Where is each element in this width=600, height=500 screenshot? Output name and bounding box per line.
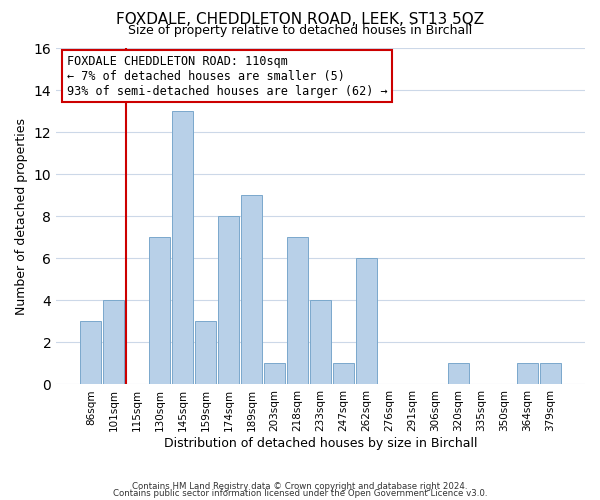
Bar [195, 322, 216, 384]
Text: Contains HM Land Registry data © Crown copyright and database right 2024.: Contains HM Land Registry data © Crown c… [132, 482, 468, 491]
Bar [264, 364, 285, 384]
Bar [80, 322, 101, 384]
Bar [103, 300, 124, 384]
Bar [218, 216, 239, 384]
Text: FOXDALE, CHEDDLETON ROAD, LEEK, ST13 5QZ: FOXDALE, CHEDDLETON ROAD, LEEK, ST13 5QZ [116, 12, 484, 28]
Bar [241, 195, 262, 384]
Bar [287, 238, 308, 384]
Bar [310, 300, 331, 384]
Bar [540, 364, 561, 384]
Text: Size of property relative to detached houses in Birchall: Size of property relative to detached ho… [128, 24, 472, 37]
Bar [448, 364, 469, 384]
Bar [172, 111, 193, 384]
Text: Contains public sector information licensed under the Open Government Licence v3: Contains public sector information licen… [113, 490, 487, 498]
Bar [356, 258, 377, 384]
Bar [333, 364, 354, 384]
Bar [517, 364, 538, 384]
X-axis label: Distribution of detached houses by size in Birchall: Distribution of detached houses by size … [164, 437, 478, 450]
Bar [149, 238, 170, 384]
Text: FOXDALE CHEDDLETON ROAD: 110sqm
← 7% of detached houses are smaller (5)
93% of s: FOXDALE CHEDDLETON ROAD: 110sqm ← 7% of … [67, 54, 388, 98]
Y-axis label: Number of detached properties: Number of detached properties [15, 118, 28, 314]
